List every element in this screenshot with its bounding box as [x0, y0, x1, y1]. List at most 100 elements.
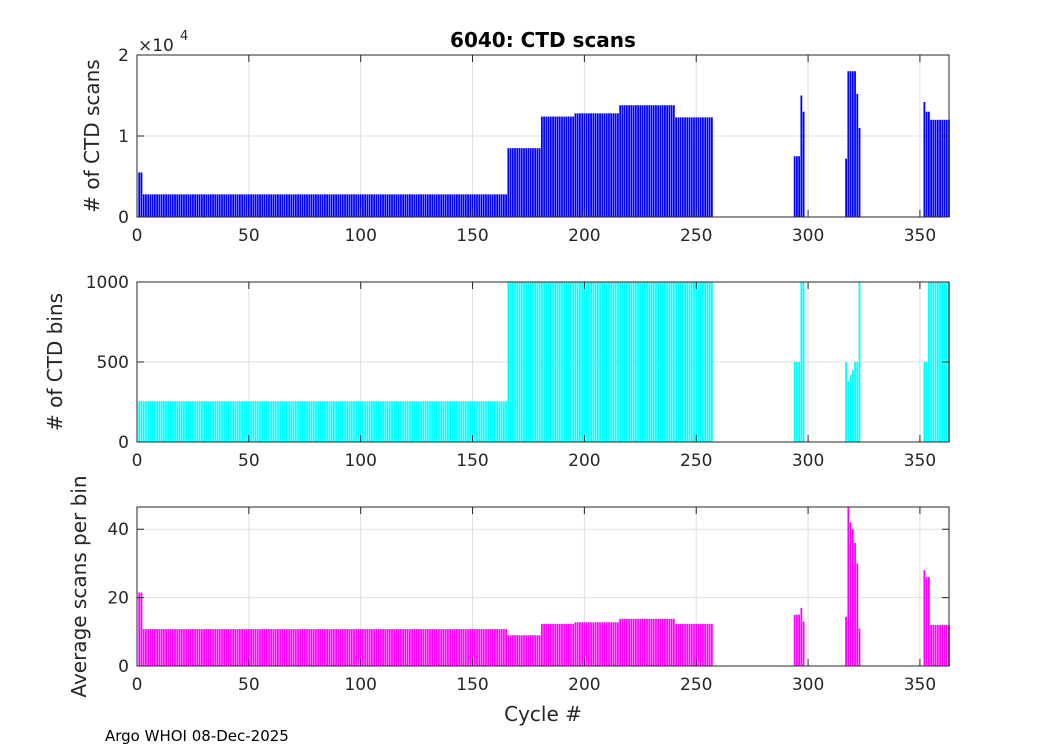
bar-cycle-202	[587, 113, 590, 217]
bar-cycle-55	[259, 629, 261, 666]
bar-cycle-38	[221, 401, 223, 442]
bar-cycle-227	[643, 282, 646, 442]
bar-cycle-171	[518, 635, 521, 666]
bar-cycle-156	[485, 401, 487, 442]
bar-cycle-24	[189, 194, 192, 217]
bar-cycle-12	[162, 194, 165, 217]
bar-cycle-231	[652, 618, 655, 666]
bar-cycle-20	[180, 401, 183, 442]
bar-cycle-126	[417, 401, 420, 442]
bar-cycle-244	[681, 282, 684, 442]
bar-cycle-48	[243, 629, 246, 666]
bar-cycle-120	[404, 401, 407, 442]
bar-cycle-35	[214, 629, 217, 666]
bar-cycle-200	[583, 113, 586, 217]
bar-cycle-110	[382, 401, 384, 442]
bar-cycle-256	[708, 623, 711, 666]
y-tick-label: 0	[118, 208, 129, 228]
bar-cycle-117	[397, 401, 400, 442]
bar-cycle-199	[581, 113, 584, 217]
bar-cycle-296	[798, 156, 801, 217]
bar-cycle-81	[317, 629, 320, 666]
bar-cycle-154	[480, 401, 483, 442]
bar-cycle-70	[292, 401, 295, 442]
bar-cycle-359	[939, 624, 941, 666]
bar-cycle-103	[366, 401, 369, 442]
bar-cycle-117	[397, 194, 400, 217]
bar-cycle-184	[547, 116, 550, 217]
bar-cycle-110	[382, 194, 384, 217]
bar-cycle-95	[348, 194, 351, 217]
bar-cycle-201	[585, 282, 588, 442]
bar-cycle-40	[225, 401, 228, 442]
bar-cycle-130	[426, 401, 429, 442]
bar-cycle-50	[247, 401, 250, 442]
bar-cycle-30	[203, 194, 205, 217]
bar-cycle-93	[344, 194, 346, 217]
bar-cycle-209	[603, 282, 606, 442]
bar-cycle-98	[355, 629, 358, 666]
bar-cycle-243	[679, 282, 682, 442]
bar-cycle-188	[556, 282, 559, 442]
bar-cycle-14	[167, 194, 170, 217]
bar-cycle-323	[858, 127, 861, 217]
bar-cycle-96	[350, 629, 353, 666]
x-tick-label: 200	[568, 226, 600, 246]
bar-cycle-200	[583, 622, 586, 666]
bar-cycle-171	[518, 148, 521, 217]
bar-cycle-360	[941, 624, 944, 666]
bar-cycle-122	[409, 401, 411, 442]
bar-cycle-217	[621, 618, 624, 666]
bar-cycle-319	[849, 71, 852, 217]
bar-cycle-103	[366, 194, 369, 217]
bar-cycle-235	[661, 618, 664, 666]
bar-cycle-219	[625, 282, 628, 442]
bar-cycle-242	[677, 623, 680, 666]
bar-cycle-248	[690, 623, 693, 666]
bar-cycle-88	[332, 401, 335, 442]
bar-cycle-212	[610, 113, 613, 217]
bar-cycle-205	[594, 282, 597, 442]
bar-cycle-158	[489, 194, 492, 217]
bar-cycle-124	[413, 629, 416, 666]
bar-cycle-143	[455, 401, 458, 442]
x-tick-label: 350	[904, 675, 936, 695]
bar-cycle-116	[395, 194, 398, 217]
bar-cycle-136	[440, 629, 443, 666]
bar-cycle-41	[227, 401, 230, 442]
bar-cycle-187	[554, 116, 557, 217]
bar-cycle-252	[699, 282, 702, 442]
bar-cycle-76	[306, 629, 308, 666]
x-tick-label: 100	[344, 451, 376, 471]
bar-cycle-21	[183, 401, 185, 442]
bar-cycle-219	[625, 618, 628, 666]
bar-cycle-68	[288, 629, 291, 666]
bar-cycle-317	[845, 616, 847, 666]
x-tick-label: 250	[680, 675, 712, 695]
bar-cycle-121	[406, 194, 409, 217]
axes-frame	[136, 506, 950, 667]
bar-cycle-155	[482, 401, 485, 442]
bar-cycle-107	[375, 401, 378, 442]
bar-cycle-94	[346, 629, 349, 666]
bar-cycle-127	[420, 629, 422, 666]
bar-cycle-189	[558, 282, 561, 442]
bar-cycle-157	[487, 629, 490, 666]
bar-cycle-14	[167, 401, 170, 442]
bar-cycle-122	[409, 629, 411, 666]
bar-cycle-4	[145, 194, 147, 217]
bar-cycle-5	[147, 194, 150, 217]
bar-cycle-9	[156, 629, 159, 666]
bar-cycle-354	[927, 111, 930, 217]
bar-cycle-233	[657, 618, 660, 666]
bar-cycle-69	[290, 629, 293, 666]
bar-cycle-362	[945, 119, 948, 217]
bar-cycle-226	[641, 282, 644, 442]
bar-cycle-164	[502, 629, 505, 666]
bar-cycle-182	[543, 282, 546, 442]
bar-cycle-70	[292, 194, 295, 217]
bar-cycle-93	[344, 629, 346, 666]
bar-cycle-355	[930, 282, 932, 442]
bar-cycle-211	[608, 113, 610, 217]
bar-cycle-160	[494, 194, 496, 217]
